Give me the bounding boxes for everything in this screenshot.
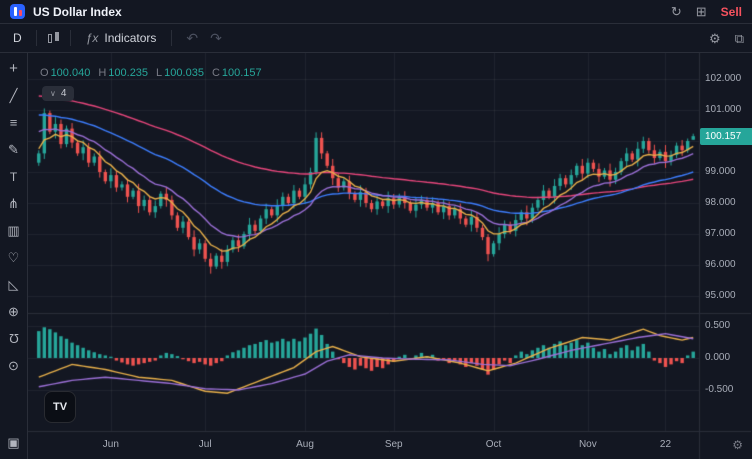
toolbar-right-actions: ⚙ ⧉	[709, 32, 744, 45]
time-axis-label: Sep	[384, 439, 403, 450]
price-axis[interactable]: 102.000101.000100.00099.00098.00097.0009…	[700, 53, 752, 431]
interval-button[interactable]: D	[13, 31, 22, 45]
time-axis[interactable]: Jun Jul Aug Sep Oct Nov 22	[28, 432, 699, 459]
indicator-axis-label: 0.000	[705, 352, 731, 363]
legend-collapse-badge[interactable]: ∨ 4	[42, 86, 75, 101]
chevron-down-icon: ∨	[50, 89, 56, 98]
object-tree-icon[interactable]: ▣	[7, 434, 20, 450]
time-axis-label: Oct	[485, 439, 502, 450]
forecast-icon[interactable]: ▥	[7, 222, 20, 238]
symbol-title: US Dollar Index	[33, 4, 122, 19]
undo-icon[interactable]: ↶	[186, 29, 199, 46]
tradingview-logo-glyph: TV	[52, 401, 68, 413]
chart-body: + ╱ ≡ ✎ T ⋔ ▥ ♡ ◺ ⊕ Ω ⊙ ▣ O 100.040 H 100.…	[0, 53, 752, 459]
magnet-icon[interactable]: Ω	[8, 331, 19, 346]
zoom-in-icon[interactable]: ⊕	[8, 303, 19, 319]
toolbar-separator	[69, 30, 71, 46]
price-axis-label: 101.000	[705, 104, 742, 115]
refresh-icon[interactable]: ↻	[670, 4, 682, 19]
xabcd-pattern-icon[interactable]: ⋔	[8, 195, 19, 211]
price-axis-label: 95.000	[705, 290, 736, 301]
time-axis-label: Nov	[578, 439, 597, 450]
time-axis-label: 22	[659, 439, 672, 450]
measure-ruler-icon[interactable]: ◺	[8, 276, 19, 292]
low-label: L	[156, 67, 163, 79]
redo-icon[interactable]: ↷	[210, 29, 222, 46]
last-price-badge[interactable]: 100.157	[700, 128, 752, 146]
price-chart-canvas[interactable]	[28, 53, 751, 459]
chart-area: O 100.040 H 100.235 L 100.035 C 100.157 ∨ 4 …	[28, 53, 752, 459]
toolbar-separator	[35, 30, 37, 46]
low-value: 100.035	[164, 67, 204, 79]
hidden-indicator-count: 4	[60, 88, 67, 99]
open-label: O	[40, 67, 49, 79]
high-label: H	[98, 67, 107, 79]
chart-settings-gear-icon[interactable]: ⚙	[709, 30, 721, 46]
text-tool-icon[interactable]: T	[9, 169, 18, 184]
fx-icon: ƒx	[85, 31, 99, 45]
close-value: 100.157	[221, 67, 262, 79]
fullscreen-icon[interactable]: ⧉	[734, 30, 744, 46]
indicators-label: Indicators	[104, 31, 157, 45]
indicator-axis-label: 0.500	[705, 320, 731, 331]
instrument-logo	[10, 4, 25, 19]
axis-settings-gear-icon[interactable]: ⚙	[732, 438, 743, 452]
high-value: 100.235	[108, 67, 149, 79]
price-axis-label: 99.000	[705, 166, 736, 177]
emoji-icon[interactable]: ♡	[7, 249, 20, 265]
price-axis-label: 98.000	[705, 197, 736, 208]
top-bar: US Dollar Index ↻ ⊞ Sell	[0, 0, 752, 24]
sell-button[interactable]: Sell	[720, 4, 742, 19]
chart-toolbar: D ƒx Indicators ↶ ↷ ⚙ ⧉	[0, 24, 752, 53]
fib-retracement-icon[interactable]: ≡	[9, 115, 18, 130]
top-bar-actions: ↻ ⊞ Sell	[671, 5, 742, 19]
price-axis-label: 97.000	[705, 228, 736, 239]
lock-all-icon[interactable]: ⊙	[8, 357, 19, 373]
layout-grid-icon[interactable]: ⊞	[695, 4, 707, 19]
time-axis-label: Jul	[198, 439, 212, 450]
close-label: C	[211, 67, 220, 79]
time-axis-label: Aug	[296, 439, 314, 450]
price-axis-label: 102.000	[705, 73, 742, 84]
toolbar-separator	[171, 30, 173, 46]
tradingview-logo[interactable]: TV	[44, 391, 76, 423]
open-value: 100.040	[50, 67, 91, 79]
brush-icon[interactable]: ✎	[8, 141, 19, 157]
indicators-button[interactable]: ƒx Indicators	[80, 29, 163, 47]
time-axis-label: Jun	[102, 439, 119, 450]
crosshair-icon[interactable]: +	[9, 60, 18, 77]
drawing-toolbar: + ╱ ≡ ✎ T ⋔ ▥ ♡ ◺ ⊕ Ω ⊙ ▣	[0, 53, 28, 459]
indicator-axis-label: -0.500	[705, 384, 734, 395]
trend-line-icon[interactable]: ╱	[9, 87, 18, 103]
ohlc-legend: O 100.040 H 100.235 L 100.035 C 100.157	[40, 67, 262, 79]
price-axis-label: 96.000	[705, 259, 736, 270]
candle-style-icon[interactable]	[46, 31, 61, 46]
